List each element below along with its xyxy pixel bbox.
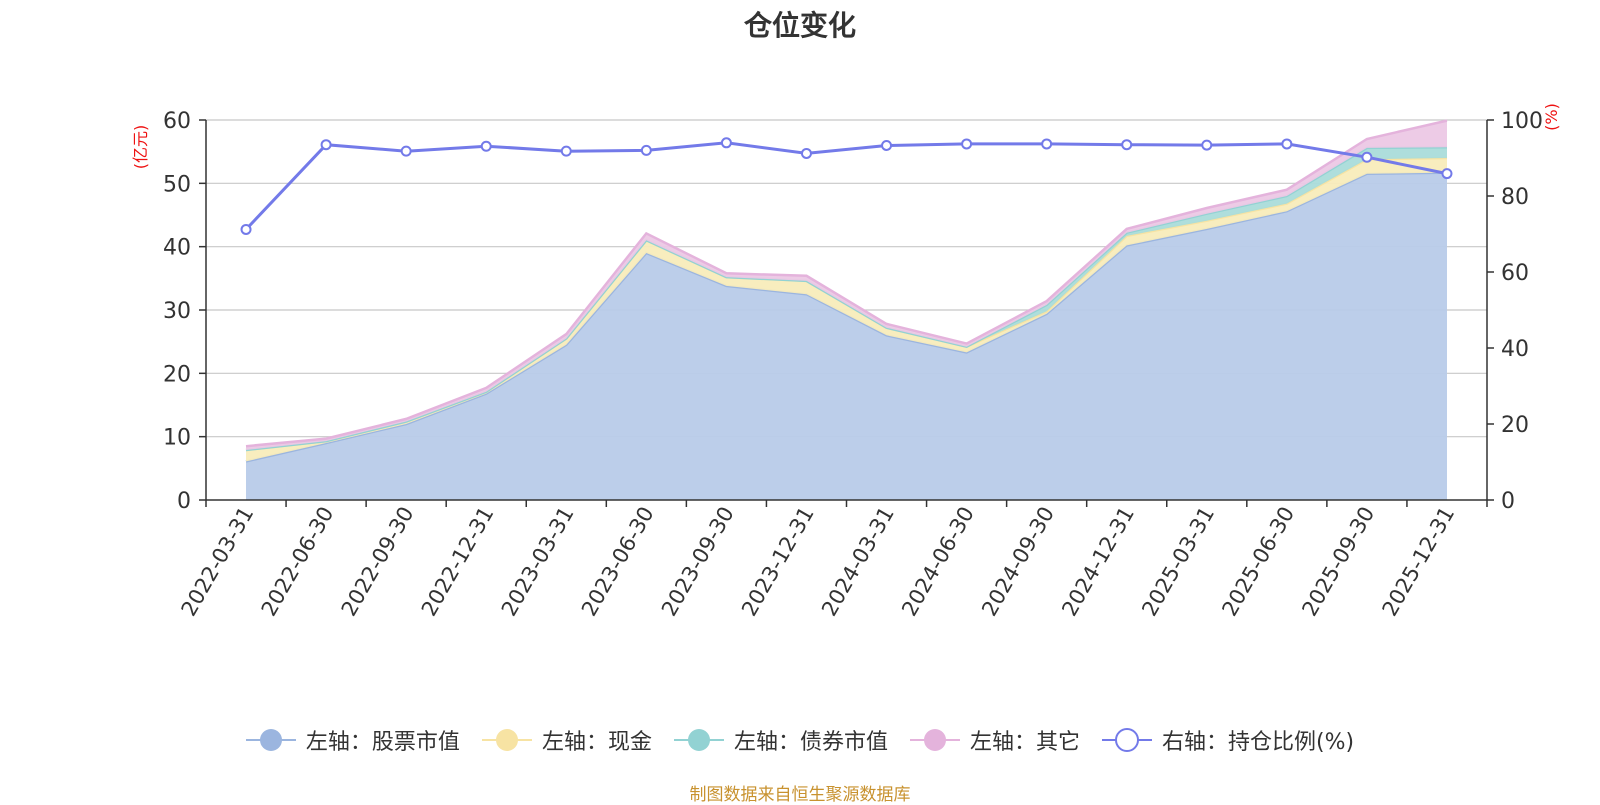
y-right-tick-label: 20 xyxy=(1501,413,1529,438)
legend-item[interactable]: 左轴：债券市值 xyxy=(673,724,888,756)
ratio-point xyxy=(560,145,572,157)
area-line-other xyxy=(245,119,1448,448)
ratio-point xyxy=(320,139,332,151)
ratio-line-series xyxy=(240,137,1453,235)
filled-circle-line-icon xyxy=(673,729,724,751)
ratio-point xyxy=(1201,139,1213,151)
y-right-axis-label: (%) xyxy=(1542,103,1561,131)
y-right-tick-label: 100 xyxy=(1501,109,1543,134)
chart-title: 仓位变化 xyxy=(743,9,856,42)
y-left-tick-label: 30 xyxy=(163,299,191,324)
x-tick-label: 2023-12-31 xyxy=(737,503,819,621)
legend-label: 左轴：债券市值 xyxy=(733,730,888,755)
y-left-tick-label: 50 xyxy=(163,172,191,197)
legend-item[interactable]: 左轴：现金 xyxy=(481,724,652,756)
legend-label: 左轴：现金 xyxy=(541,730,652,755)
x-tick-label: 2024-12-31 xyxy=(1057,503,1139,621)
y-right-tick-label: 80 xyxy=(1501,185,1529,210)
ratio-point xyxy=(881,139,893,151)
ratio-point xyxy=(1121,139,1133,151)
x-tick-label: 2024-06-30 xyxy=(897,503,979,621)
filled-circle-line-icon xyxy=(481,729,532,751)
x-tick-label: 2022-06-30 xyxy=(257,503,339,621)
ratio-line xyxy=(244,141,1448,231)
ratio-point xyxy=(400,145,412,157)
data-source-note: 制图数据来自恒生聚源数据库 xyxy=(689,785,911,805)
x-tick-label: 2022-09-30 xyxy=(337,503,419,621)
legend-label: 右轴：持仓比例(%) xyxy=(1161,730,1355,755)
position-chart: 01020304050600204060801002022-03-312022-… xyxy=(131,103,1561,621)
x-tick-label: 2022-03-31 xyxy=(177,503,259,621)
x-tick-label: 2025-12-31 xyxy=(1377,503,1459,621)
x-tick-label: 2023-06-30 xyxy=(577,503,659,621)
x-tick-label: 2022-12-31 xyxy=(417,503,499,621)
hollow-circle-line-icon xyxy=(1101,728,1152,752)
ratio-point xyxy=(720,137,732,149)
y-right-tick-label: 40 xyxy=(1501,337,1529,362)
legend-label: 左轴：其它 xyxy=(969,730,1080,755)
legend-item[interactable]: 左轴：其它 xyxy=(909,724,1080,756)
ratio-point xyxy=(800,147,812,159)
ratio-point xyxy=(961,138,973,150)
ratio-point xyxy=(1361,151,1373,163)
y-left-tick-label: 10 xyxy=(163,426,191,451)
x-tick-label: 2024-09-30 xyxy=(977,503,1059,621)
x-tick-label: 2023-09-30 xyxy=(657,503,739,621)
y-right-tick-label: 0 xyxy=(1501,489,1515,514)
x-tick-label: 2025-09-30 xyxy=(1297,503,1379,621)
y-left-axis-label: (亿元) xyxy=(131,125,150,170)
ratio-point xyxy=(240,223,252,235)
filled-circle-line-icon xyxy=(245,729,296,751)
y-left-tick-label: 20 xyxy=(163,362,191,387)
ratio-point xyxy=(480,140,492,152)
area-cash xyxy=(246,158,1447,462)
y-left-tick-label: 60 xyxy=(163,109,191,134)
x-tick-label: 2025-06-30 xyxy=(1217,503,1299,621)
stacked-areas xyxy=(245,119,1448,500)
area-stock-value xyxy=(246,172,1447,500)
legend: 左轴：股票市值 左轴：现金 左轴：债券市值 左轴：其它 右轴：持仓比例(%) xyxy=(0,720,1600,760)
ratio-point xyxy=(1281,138,1293,150)
area-bond-value xyxy=(246,147,1447,450)
x-tick-label: 2023-03-31 xyxy=(497,503,579,621)
ratio-point xyxy=(1041,138,1053,150)
y-left-tick-label: 40 xyxy=(163,236,191,261)
y-right-tick-label: 60 xyxy=(1501,261,1529,286)
legend-item[interactable]: 右轴：持仓比例(%) xyxy=(1101,724,1355,756)
x-tick-label: 2025-03-31 xyxy=(1137,503,1219,621)
x-tick-label: 2024-03-31 xyxy=(817,503,899,621)
ratio-point xyxy=(640,144,652,156)
legend-item[interactable]: 左轴：股票市值 xyxy=(245,724,460,756)
y-left-tick-label: 0 xyxy=(177,489,191,514)
legend-label: 左轴：股票市值 xyxy=(305,730,460,755)
filled-circle-line-icon xyxy=(909,729,960,751)
ratio-point xyxy=(1441,168,1453,180)
